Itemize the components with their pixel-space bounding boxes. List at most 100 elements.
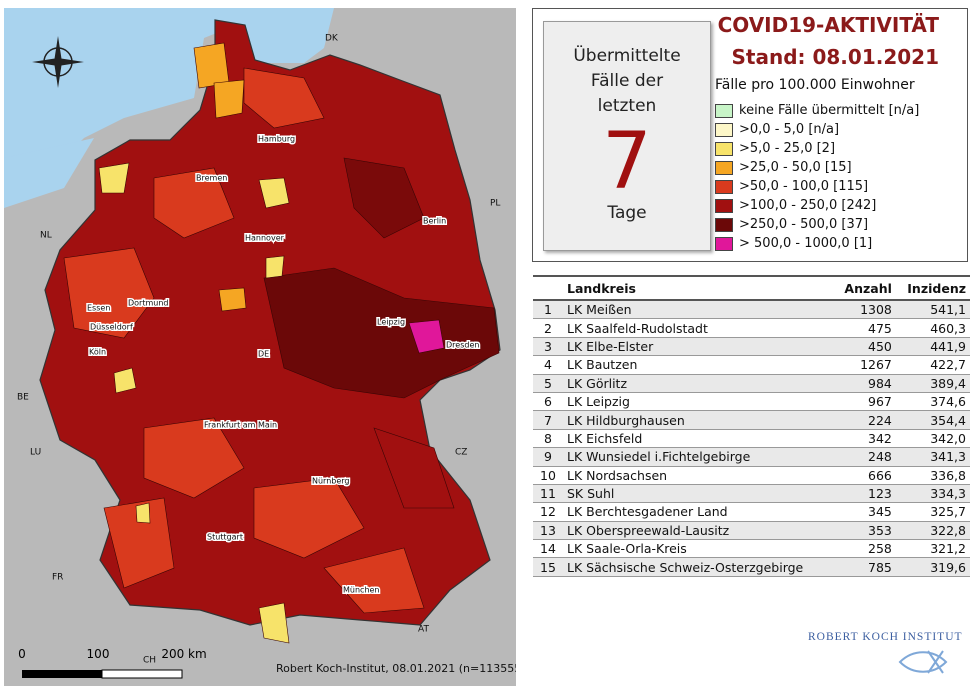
scale-label: 0 [18, 647, 26, 661]
region [373, 427, 455, 509]
table-cell: LK Görlitz [563, 374, 835, 393]
table-row: 2 LK Saalfeld-Rudolstadt 475 460,3 [533, 318, 970, 338]
logo-mark [898, 650, 948, 674]
city-label: DE [258, 350, 269, 359]
table-row: 4 LK Bautzen 1267 422,7 [533, 355, 970, 375]
region [243, 67, 325, 129]
days-box: Übermittelte Fälle der letzten 7 Tage [543, 21, 711, 251]
table-cell: 248 [834, 447, 896, 467]
legend-label: >250,0 - 500,0 [37] [739, 217, 869, 232]
subtitle: Fälle pro 100.000 Einwohner [715, 77, 915, 93]
table-cell: SK Suhl [563, 484, 835, 504]
legend-label: keine Fälle übermittelt [n/a] [739, 103, 920, 118]
table-row: 3 LK Elbe-Elster 450 441,9 [533, 337, 970, 357]
city-label: Stuttgart [207, 533, 243, 542]
legend-swatch [715, 217, 733, 232]
legend-swatch [715, 179, 733, 194]
region [263, 267, 500, 399]
legend-item: >50,0 - 100,0 [115] [715, 177, 919, 196]
regions [63, 42, 500, 644]
city-label: Köln [89, 348, 106, 357]
table-cell: 967 [834, 392, 896, 412]
table-cell: 450 [834, 337, 896, 357]
city-label: Frankfurt am Main [204, 421, 277, 430]
scale-label: 200 km [161, 647, 206, 661]
table-cell: 1267 [834, 355, 896, 375]
box-line: Fälle der [590, 71, 664, 91]
header-cell: Inzidenz [895, 275, 970, 301]
legend-item: >0,0 - 5,0 [n/a] [715, 120, 919, 139]
city-label: Leipzig [377, 318, 405, 327]
table-cell: LK Bautzen [563, 355, 835, 375]
region [258, 177, 290, 209]
table-cell: 5 [533, 374, 563, 393]
legend-swatch [715, 103, 733, 118]
table-row: 6 LK Leipzig 967 374,6 [533, 392, 970, 412]
city-label: München [343, 586, 380, 595]
region [63, 247, 155, 339]
country-label: FR [52, 573, 63, 583]
table-row: 7 LK Hildburghausen 224 354,4 [533, 410, 970, 430]
logo: ROBERT KOCH INSTITUT [808, 631, 963, 678]
table-row: 9 LK Wunsiedel i.Fichtelgebirge 248 341,3 [533, 447, 970, 467]
table-cell: LK Saalfeld-Rudolstadt [563, 318, 835, 338]
header-cell: Anzahl [834, 275, 896, 301]
table-cell: 6 [533, 392, 563, 412]
table-cell: 325,7 [895, 502, 970, 522]
country-label: PL [490, 199, 500, 209]
country-label: LU [30, 448, 41, 458]
table-cell: LK Sächsische Schweiz-Osterzgebirge [563, 557, 835, 577]
table-cell: 342 [834, 429, 896, 449]
legend-swatch [715, 198, 733, 213]
box-line: letzten [597, 96, 657, 116]
legend-item: >25,0 - 50,0 [15] [715, 158, 919, 177]
table-cell: 321,2 [895, 539, 970, 559]
table-cell: 984 [834, 374, 896, 393]
legend-label: >100,0 - 250,0 [242] [739, 198, 877, 213]
table-cell: 13 [533, 521, 563, 541]
city-label: Dortmund [128, 299, 169, 308]
table-cell: 389,4 [895, 374, 970, 393]
table-row: 13 LK Oberspreewald-Lausitz 353 322,8 [533, 521, 970, 541]
city-label: Bremen [196, 174, 227, 183]
table-row: 11 SK Suhl 123 334,3 [533, 484, 970, 504]
table-cell: 354,4 [895, 410, 970, 430]
table-cell: LK Leipzig [563, 392, 835, 412]
table-cell: 10 [533, 466, 563, 485]
table-cell: 460,3 [895, 318, 970, 338]
table-cell: 342,0 [895, 429, 970, 449]
compass [32, 36, 84, 88]
table-cell: 341,3 [895, 447, 970, 467]
table-cell: 374,6 [895, 392, 970, 412]
table-cell: 8 [533, 429, 563, 449]
legend-item: keine Fälle übermittelt [n/a] [715, 101, 919, 120]
scale-label: 100 [87, 647, 110, 661]
credit: Robert Koch-Institut, 08.01.2021 (n=1135… [276, 662, 516, 675]
header-cell: Landkreis [563, 275, 835, 301]
table-cell: LK Elbe-Elster [563, 337, 835, 357]
table-cell: LK Meißen [563, 300, 835, 320]
legend-label: >25,0 - 50,0 [15] [739, 160, 852, 175]
legend-swatch [715, 236, 733, 251]
region [143, 417, 245, 499]
table-cell: 785 [834, 557, 896, 577]
legend-item: >250,0 - 500,0 [37] [715, 215, 919, 234]
table-cell: 322,8 [895, 521, 970, 541]
legend-label: > 500,0 - 1000,0 [1] [739, 236, 873, 251]
table-cell: 2 [533, 318, 563, 338]
city-label: Düsseldorf [90, 323, 133, 332]
box-line: Übermittelte [573, 46, 681, 66]
city-label: Essen [87, 304, 110, 313]
table-row: 5 LK Görlitz 984 389,4 [533, 374, 970, 393]
table-header: Landkreis Anzahl Inzidenz [533, 275, 970, 301]
table-cell: 258 [834, 539, 896, 559]
legend-swatch [715, 122, 733, 137]
table-cell: LK Wunsiedel i.Fichtelgebirge [563, 447, 835, 467]
legend-swatch [715, 160, 733, 175]
city-label: Berlin [423, 217, 446, 226]
table-cell: 3 [533, 337, 563, 357]
region [193, 42, 230, 89]
table-row: 10 LK Nordsachsen 666 336,8 [533, 466, 970, 485]
sea [4, 138, 94, 208]
table-row: 15 LK Sächsische Schweiz-Osterzgebirge 785… [533, 557, 970, 577]
